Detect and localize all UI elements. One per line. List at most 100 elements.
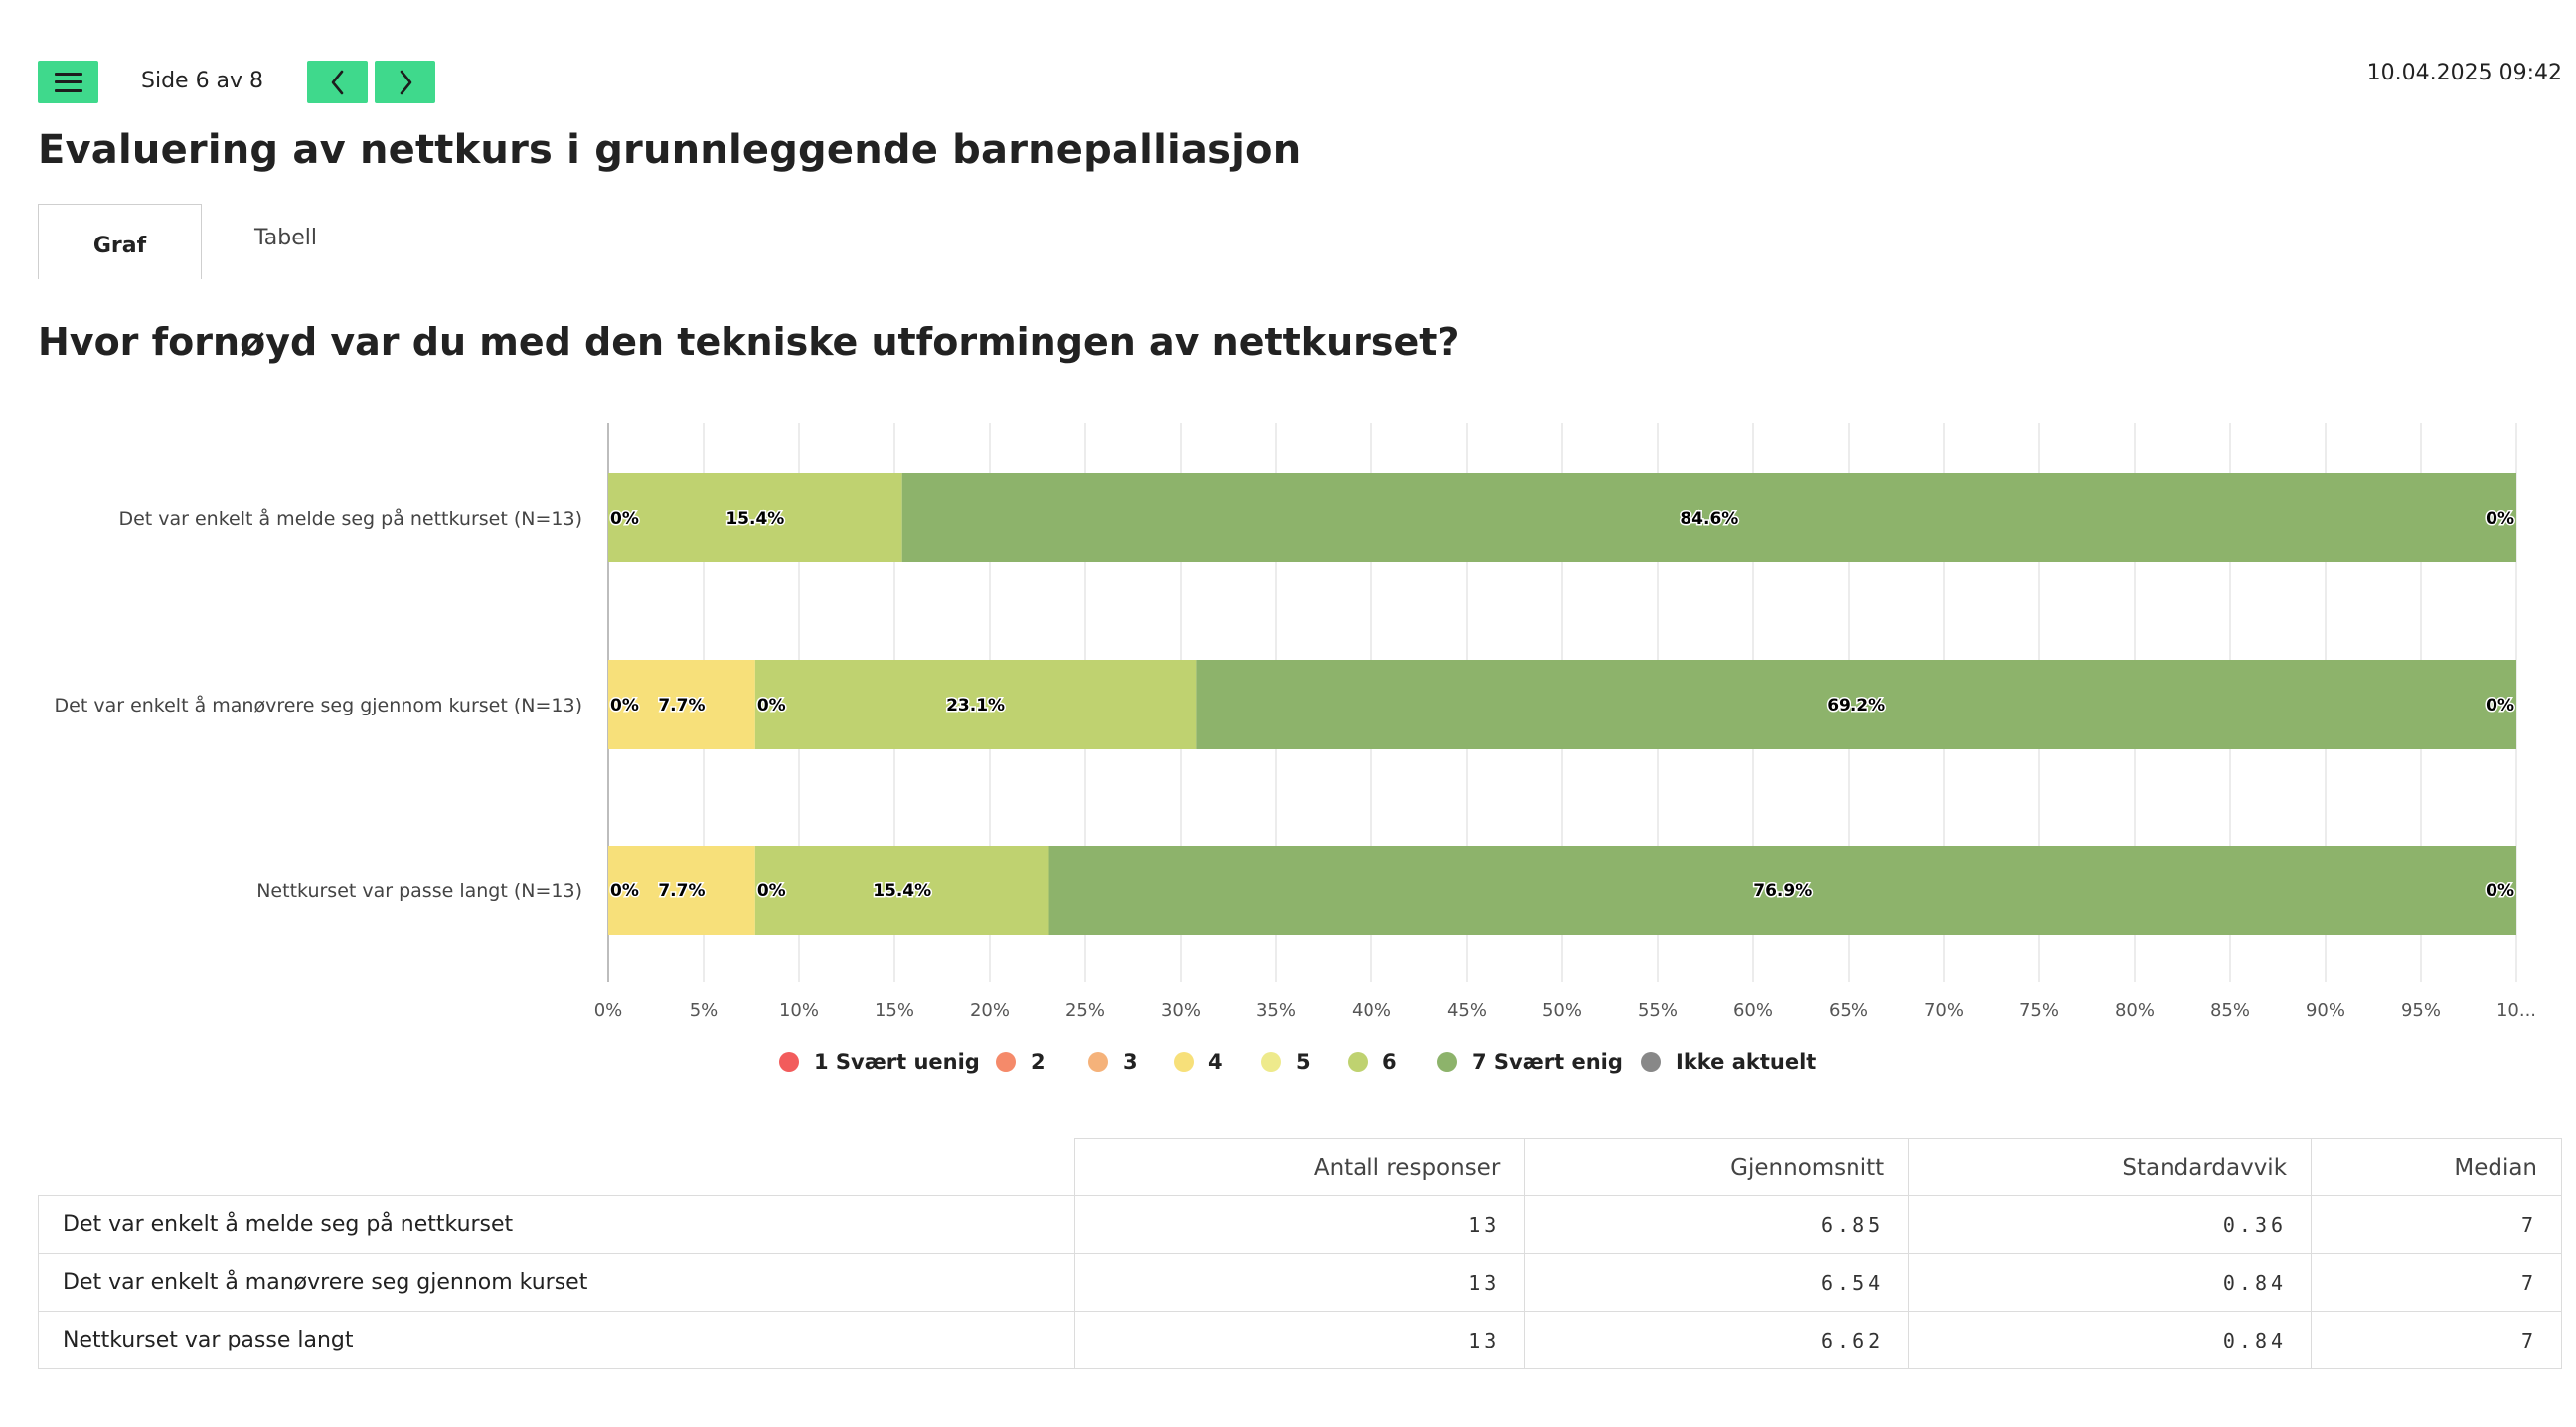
x-tick-label: 10% [779,1000,819,1021]
table-row: Det var enkelt å manøvrere seg gjennom k… [37,1253,2562,1312]
table-row: Nettkurset var passe langt 13 6.62 0.84 … [37,1311,2562,1369]
legend-marker [1437,1052,1457,1072]
menu-button[interactable] [38,61,98,103]
data-label: 84.6% [1680,509,1738,529]
cell-antall: 13 [1074,1253,1526,1312]
cell-median: 7 [2311,1195,2562,1254]
page-title: Evaluering av nettkurs i grunnleggende b… [38,127,1302,173]
legend-marker [1174,1052,1194,1072]
bar-segment [754,660,1197,749]
x-tick-label: 60% [1733,1000,1773,1021]
x-tick-label: 80% [2115,1000,2155,1021]
hamburger-icon [54,72,82,92]
legend-marker [1641,1052,1661,1072]
bar-segment [754,846,1049,935]
legend-item: Ikke aktuelt [1676,1050,1816,1074]
data-label: 7.7% [658,881,705,901]
data-label: 76.9% [1753,881,1812,901]
data-label: 0% [2486,509,2514,529]
x-tick-label: 40% [1352,1000,1391,1021]
legend-item: 1 Svært uenig [814,1050,980,1074]
data-label: 0% [757,881,786,901]
data-label: 23.1% [946,696,1005,715]
legend-item: 5 [1296,1050,1311,1074]
x-tick-label: 25% [1065,1000,1105,1021]
legend-item: 4 [1208,1050,1223,1074]
previous-page-button[interactable] [307,61,368,103]
bar-segment [901,473,2517,562]
bar-segment [1196,660,2516,749]
x-tick-label: 70% [1924,1000,1964,1021]
cell-gjennomsnitt: 6.85 [1524,1195,1910,1254]
data-label: 0% [610,881,639,901]
data-label: 69.2% [1827,696,1885,715]
data-label: 7.7% [658,696,705,715]
x-tick-label: 55% [1638,1000,1678,1021]
legend-marker [779,1052,799,1072]
category-label: Det var enkelt å melde seg på nettkurset… [118,507,582,530]
legend-marker [1088,1052,1108,1072]
question-heading: Hvor fornøyd var du med den tekniske utf… [38,320,1460,364]
cell-standardavvik: 0.84 [1908,1311,2313,1369]
x-tick-label: 95% [2401,1000,2441,1021]
next-page-button[interactable] [375,61,435,103]
bar-segment [608,473,902,562]
tab-tabell[interactable]: Tabell [253,225,317,250]
x-tick-label: 75% [2019,1000,2059,1021]
cell-antall: 13 [1074,1311,1526,1369]
data-label: 15.4% [725,509,784,529]
bar-segment [1048,846,2516,935]
x-tick-label: 85% [2210,1000,2250,1021]
x-tick-label: 15% [875,1000,914,1021]
row-label: Nettkurset var passe langt [37,1311,1076,1369]
table-header-median: Median [2311,1138,2562,1196]
data-label: 15.4% [873,881,931,901]
x-tick-label: 5% [690,1000,719,1021]
stacked-bar-chart: 0% 5% 10% 15% 20% 25% 30% 35% 40% 45% 50% 55% 60% 65%… [55,423,2536,1074]
table-header-blank [38,1138,1076,1196]
row-label: Det var enkelt å manøvrere seg gjennom k… [37,1253,1076,1312]
x-tick-label: 90% [2306,1000,2345,1021]
legend-marker [1261,1052,1281,1072]
table-header-antall: Antall responser [1074,1138,1526,1196]
data-label: 0% [757,696,786,715]
bar-segment [608,660,755,749]
x-tick-label: 20% [970,1000,1010,1021]
category-label: Det var enkelt å manøvrere seg gjennom k… [55,694,582,716]
x-tick-label: 0% [594,1000,623,1021]
row-label: Det var enkelt å melde seg på nettkurset [37,1195,1076,1254]
x-tick-label: 10... [2496,1000,2536,1021]
data-label: 0% [2486,881,2514,901]
legend-item: 6 [1382,1050,1397,1074]
x-tick-label: 65% [1829,1000,1868,1021]
x-tick-label: 45% [1447,1000,1487,1021]
cell-median: 7 [2311,1253,2562,1312]
data-label: 0% [610,696,639,715]
chevron-right-icon [400,70,411,94]
cell-standardavvik: 0.36 [1908,1195,2313,1254]
x-tick-label: 50% [1542,1000,1582,1021]
x-tick-label: 35% [1256,1000,1296,1021]
cell-gjennomsnitt: 6.62 [1524,1311,1910,1369]
bar-segment [608,846,755,935]
tab-graf[interactable]: Graf [38,204,202,279]
legend-item: 7 Svært enig [1472,1050,1623,1074]
cell-gjennomsnitt: 6.54 [1524,1253,1910,1312]
data-label: 0% [610,509,639,529]
timestamp: 10.04.2025 09:42 [2366,61,2562,85]
cell-standardavvik: 0.84 [1908,1253,2313,1312]
cell-median: 7 [2311,1311,2562,1369]
chevron-left-icon [331,70,343,94]
statistics-table: Antall responser Gjennomsnitt Standardav… [37,1138,2562,1369]
data-label: 0% [2486,696,2514,715]
page-indicator: Side 6 av 8 [141,69,264,93]
x-tick-label: 30% [1161,1000,1201,1021]
category-label: Nettkurset var passe langt (N=13) [256,880,582,902]
table-header-standardavvik: Standardavvik [1908,1138,2313,1196]
legend-marker [996,1052,1016,1072]
legend-marker [1348,1052,1368,1072]
table-header-gjennomsnitt: Gjennomsnitt [1524,1138,1910,1196]
legend-item: 2 [1031,1050,1046,1074]
cell-antall: 13 [1074,1195,1526,1254]
table-row: Det var enkelt å melde seg på nettkurset… [37,1195,2562,1254]
